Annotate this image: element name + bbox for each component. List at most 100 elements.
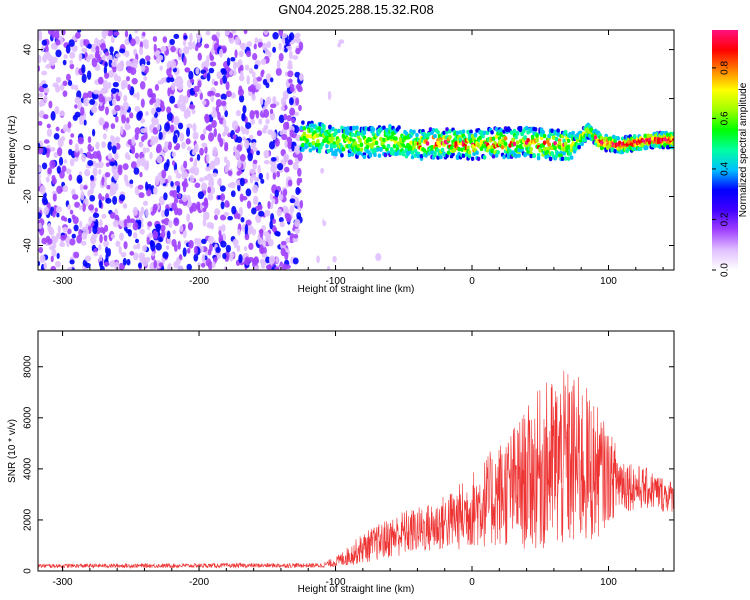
y-tick-label: 8000: [23, 355, 34, 378]
heatmap-cell: [173, 217, 180, 227]
heatmap-cell: [81, 73, 87, 84]
colorbar-label: Normalized spectral amplitude: [738, 82, 749, 217]
heatmap-cell: [487, 145, 491, 150]
heatmap-cell: [104, 72, 110, 79]
heatmap-cell: [95, 45, 100, 53]
heatmap-cell: [305, 200, 309, 209]
heatmap-cell: [524, 125, 529, 131]
heatmap-cell: [461, 153, 466, 158]
heatmap-cell: [252, 53, 258, 61]
heatmap-cell: [155, 242, 162, 251]
heatmap-cell: [67, 228, 72, 235]
heatmap-cell: [276, 170, 281, 178]
heatmap-cell: [294, 145, 301, 155]
heatmap-cell: [105, 162, 110, 167]
heatmap-cell: [289, 204, 295, 214]
heatmap-cell: [517, 147, 521, 153]
heatmap-cell: [127, 84, 131, 91]
heatmap-cell: [602, 143, 607, 148]
heatmap-cell: [207, 90, 214, 97]
heatmap-cell: [111, 145, 117, 154]
heatmap-cell: [277, 162, 284, 171]
heatmap-cell: [92, 167, 98, 177]
heatmap-cell: [347, 143, 352, 149]
heatmap-cell: [243, 246, 248, 252]
heatmap-cell: [51, 174, 56, 181]
heatmap-cell: [422, 148, 427, 153]
heatmap-cell: [503, 141, 508, 146]
heatmap-cell: [305, 134, 310, 139]
heatmap-cell: [62, 226, 68, 233]
heatmap-cell: [101, 141, 106, 149]
heatmap-cell: [235, 109, 242, 117]
heatmap-cell: [76, 234, 83, 244]
heatmap-cell: [547, 146, 551, 151]
heatmap-cell: [282, 188, 288, 197]
heatmap-cell: [377, 239, 382, 246]
heatmap-cell: [224, 110, 228, 118]
heatmap-cell: [294, 227, 300, 235]
heatmap-cell: [127, 154, 131, 161]
heatmap-cell: [529, 147, 533, 152]
heatmap-cell: [340, 153, 344, 158]
heatmap-cell: [216, 178, 222, 186]
heatmap-cell: [240, 42, 247, 51]
heatmap-cell: [107, 81, 112, 89]
heatmap-cell: [170, 60, 177, 69]
heatmap-cell: [146, 236, 150, 245]
heatmap-cell: [104, 51, 110, 56]
heatmap-cell: [436, 148, 440, 153]
heatmap-cell: [213, 81, 219, 86]
heatmap-cell: [179, 132, 185, 142]
heatmap-cell: [253, 110, 259, 115]
heatmap-cell: [566, 138, 571, 143]
heatmap-cell: [295, 187, 301, 196]
heatmap-cell: [246, 41, 253, 48]
heatmap-cell: [302, 131, 307, 137]
heatmap-cell: [258, 172, 264, 180]
heatmap-cell: [79, 183, 84, 191]
heatmap-cell: [114, 261, 120, 270]
heatmap-cell: [298, 104, 302, 112]
heatmap-cell: [120, 125, 124, 136]
heatmap-cell: [189, 157, 194, 162]
heatmap-cell: [227, 170, 233, 176]
heatmap-cell: [311, 146, 316, 151]
heatmap-cell: [220, 93, 227, 101]
heatmap-cell: [52, 240, 57, 249]
heatmap-cell: [174, 180, 181, 187]
heatmap-cell: [38, 222, 43, 230]
heatmap-cell: [155, 107, 162, 113]
heatmap-cell: [38, 236, 41, 246]
heatmap-cell: [347, 152, 352, 158]
heatmap-cell: [632, 134, 637, 139]
heatmap-cell: [136, 91, 140, 101]
heatmap-cell: [375, 253, 382, 262]
heatmap-cell: [89, 180, 96, 189]
heatmap-cell: [70, 83, 76, 90]
heatmap-cell: [38, 164, 42, 173]
heatmap-cell: [92, 212, 100, 219]
heatmap-cell: [106, 184, 112, 190]
heatmap-cell: [281, 263, 288, 270]
heatmap-cell: [299, 73, 304, 82]
heatmap-cell: [238, 254, 243, 264]
heatmap-cell: [54, 30, 60, 40]
heatmap-cell: [350, 93, 356, 102]
heatmap-cell: [241, 112, 246, 122]
heatmap-cell: [485, 130, 490, 136]
heatmap-cell: [202, 218, 207, 227]
heatmap-cell: [131, 136, 136, 146]
heatmap-cell: [246, 75, 250, 85]
heatmap-cell: [38, 54, 42, 64]
heatmap-cell: [151, 251, 155, 257]
heatmap-cell: [186, 107, 190, 117]
heatmap-cell: [288, 50, 293, 60]
heatmap-cell: [140, 206, 145, 215]
heatmap-cell: [190, 202, 198, 212]
heatmap-cell: [166, 236, 172, 245]
heatmap-cell: [121, 114, 127, 124]
heatmap-cell: [169, 190, 175, 197]
